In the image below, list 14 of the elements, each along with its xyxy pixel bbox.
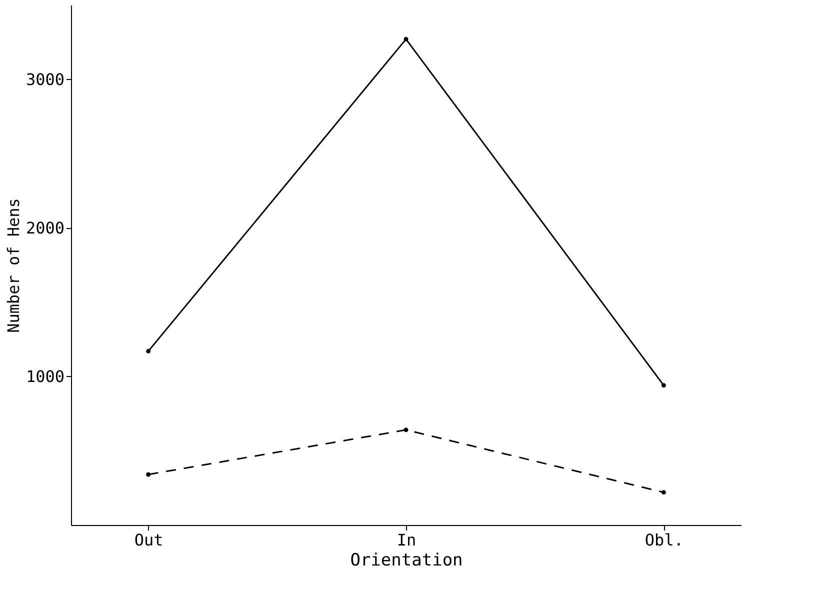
- y-tick-label: 3000: [26, 70, 64, 89]
- x-axis-title: Orientation: [350, 550, 463, 570]
- x-tick-label: Out: [134, 530, 164, 550]
- point: [404, 428, 408, 432]
- point: [661, 383, 666, 388]
- point: [146, 348, 151, 354]
- point: [661, 490, 666, 495]
- y-axis-title: Number of Hens: [4, 198, 23, 333]
- x-tick-label: In: [396, 530, 416, 550]
- point: [404, 36, 408, 42]
- y-tick-label: 2000: [26, 218, 64, 238]
- point: [146, 472, 151, 477]
- x-tick-label: Obl.: [644, 530, 684, 550]
- y-tick-label: 1000: [26, 366, 64, 386]
